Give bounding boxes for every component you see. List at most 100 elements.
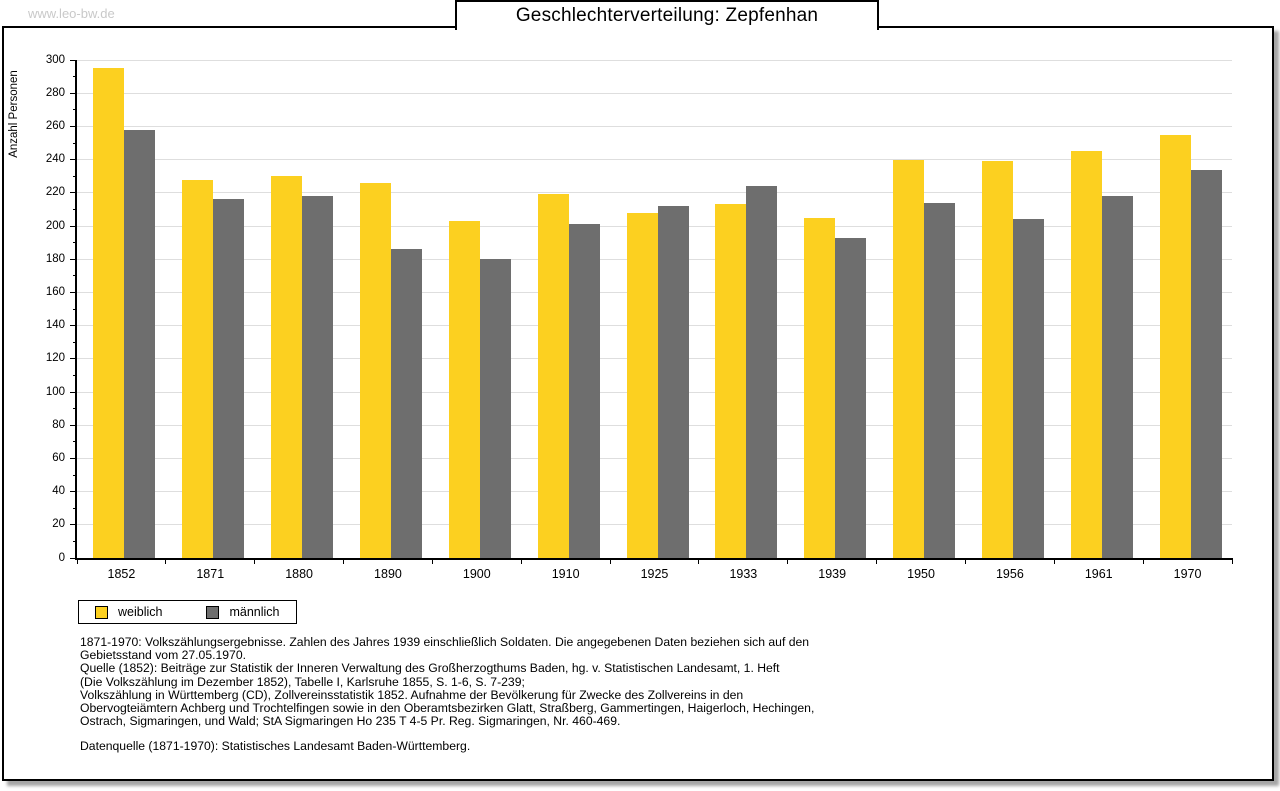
x-tick-label-1956: 1956 — [995, 567, 1024, 581]
y-tick — [70, 125, 77, 127]
y-minor-tick — [73, 374, 77, 376]
source-text-block: 1871-1970: Volkszählungsergebnisse. Zahl… — [80, 635, 1200, 754]
x-tick — [76, 558, 78, 564]
x-tick-label-1880: 1880 — [285, 567, 314, 581]
bar-maennlich-1956 — [1012, 219, 1044, 558]
y-axis-label: Anzahl Personen — [8, 70, 20, 158]
x-tick-label-1925: 1925 — [640, 567, 669, 581]
bar-maennlich-1933 — [746, 186, 778, 558]
source-text-line: Gebietsstand vom 27.05.1970. — [80, 648, 246, 663]
bar-maennlich-1910 — [568, 224, 600, 558]
source-text-line: Obervogteiämtern Achberg und Trochtelfin… — [80, 701, 815, 716]
source-text-line: Quelle (1852): Beiträge zur Statistik de… — [80, 661, 780, 676]
bar-maennlich-1880 — [302, 196, 334, 558]
bar-weiblich-1852 — [93, 68, 125, 558]
bar-weiblich-1871 — [182, 179, 214, 558]
y-minor-tick — [73, 242, 77, 244]
y-minor-tick — [73, 474, 77, 476]
bar-maennlich-1950 — [924, 202, 956, 558]
y-tick — [70, 159, 77, 161]
y-tick-label: 200 — [45, 219, 65, 232]
x-tick-label-1961: 1961 — [1084, 567, 1113, 581]
gridline — [77, 192, 1232, 194]
x-tick — [431, 558, 433, 564]
bar-weiblich-1950 — [893, 159, 925, 558]
y-tick-label: 80 — [52, 418, 65, 431]
y-tick-label: 20 — [52, 518, 65, 531]
bar-weiblich-1961 — [1070, 151, 1102, 558]
bar-maennlich-1961 — [1101, 196, 1133, 558]
y-tick-label: 60 — [52, 451, 65, 464]
bar-weiblich-1925 — [626, 212, 658, 558]
y-tick — [70, 557, 77, 559]
y-tick — [70, 524, 77, 526]
y-tick-label: 180 — [45, 252, 65, 265]
y-tick-label: 240 — [45, 153, 65, 166]
y-tick — [70, 291, 77, 293]
bar-maennlich-1890 — [390, 249, 422, 558]
legend-swatch-weiblich — [95, 605, 108, 619]
x-tick — [876, 558, 878, 564]
y-tick — [70, 424, 77, 426]
x-tick — [1231, 558, 1233, 564]
legend-item-weiblich: weiblich — [95, 605, 162, 619]
x-tick — [343, 558, 345, 564]
y-tick-label: 280 — [45, 86, 65, 99]
x-tick — [1142, 558, 1144, 564]
x-tick — [520, 558, 522, 564]
y-tick-label: 100 — [45, 385, 65, 398]
gridline — [77, 159, 1232, 161]
y-tick — [70, 325, 77, 327]
bar-weiblich-1970 — [1159, 134, 1191, 558]
bar-maennlich-1925 — [657, 206, 689, 558]
x-tick — [698, 558, 700, 564]
x-tick-label-1939: 1939 — [818, 567, 847, 581]
bar-maennlich-1970 — [1190, 169, 1222, 558]
x-tick-label-1852: 1852 — [107, 567, 136, 581]
chart-frame: Anzahl Personen 0 20 40 60 80 100 120 140 160 180… — [2, 26, 1274, 781]
x-tick-label-1910: 1910 — [551, 567, 580, 581]
gridline — [77, 59, 1232, 61]
data-source-line: Datenquelle (1871-1970): Statistisches L… — [80, 739, 471, 754]
y-tick — [70, 491, 77, 493]
x-tick — [609, 558, 611, 564]
y-minor-tick — [73, 308, 77, 310]
x-tick-label-1950: 1950 — [907, 567, 935, 581]
y-minor-tick — [73, 507, 77, 509]
x-tick-label-1970: 1970 — [1173, 567, 1202, 581]
y-minor-tick — [73, 540, 77, 542]
bar-weiblich-1900 — [448, 221, 480, 558]
y-minor-tick — [73, 341, 77, 343]
y-tick-label: 260 — [45, 119, 65, 132]
y-minor-tick — [73, 76, 77, 78]
y-tick — [70, 457, 77, 459]
y-tick — [70, 192, 77, 194]
y-tick-label: 160 — [45, 285, 65, 298]
y-tick — [70, 391, 77, 393]
bar-maennlich-1900 — [479, 259, 511, 558]
x-tick — [254, 558, 256, 564]
x-tick-label-1900: 1900 — [462, 567, 491, 581]
source-text-line: (Die Volkszählung im Dezember 1852), Tab… — [80, 674, 525, 689]
legend: weiblich männlich — [78, 600, 297, 624]
bar-weiblich-1939 — [804, 217, 836, 558]
y-minor-tick — [73, 441, 77, 443]
y-tick-label: 40 — [52, 485, 65, 498]
y-tick — [70, 225, 77, 227]
plot-area: 0 20 40 60 80 100 120 140 160 180 200 220 240 260 280 3… — [46, 54, 1233, 581]
y-tick — [70, 92, 77, 94]
legend-swatch-maennlich — [206, 605, 220, 619]
y-minor-tick — [73, 408, 77, 410]
y-minor-tick — [73, 109, 77, 111]
watermark: www.leo-bw.de — [28, 6, 115, 21]
x-tick-label-1871: 1871 — [196, 567, 225, 581]
bar-weiblich-1910 — [537, 194, 569, 558]
bar-weiblich-1880 — [271, 176, 303, 558]
y-tick-label: 0 — [58, 551, 65, 564]
x-tick — [165, 558, 167, 564]
x-tick-label-1890: 1890 — [374, 567, 402, 581]
y-tick — [70, 358, 77, 360]
y-tick-label: 140 — [45, 319, 65, 332]
legend-label-weiblich: weiblich — [118, 605, 163, 619]
x-tick — [964, 558, 966, 564]
